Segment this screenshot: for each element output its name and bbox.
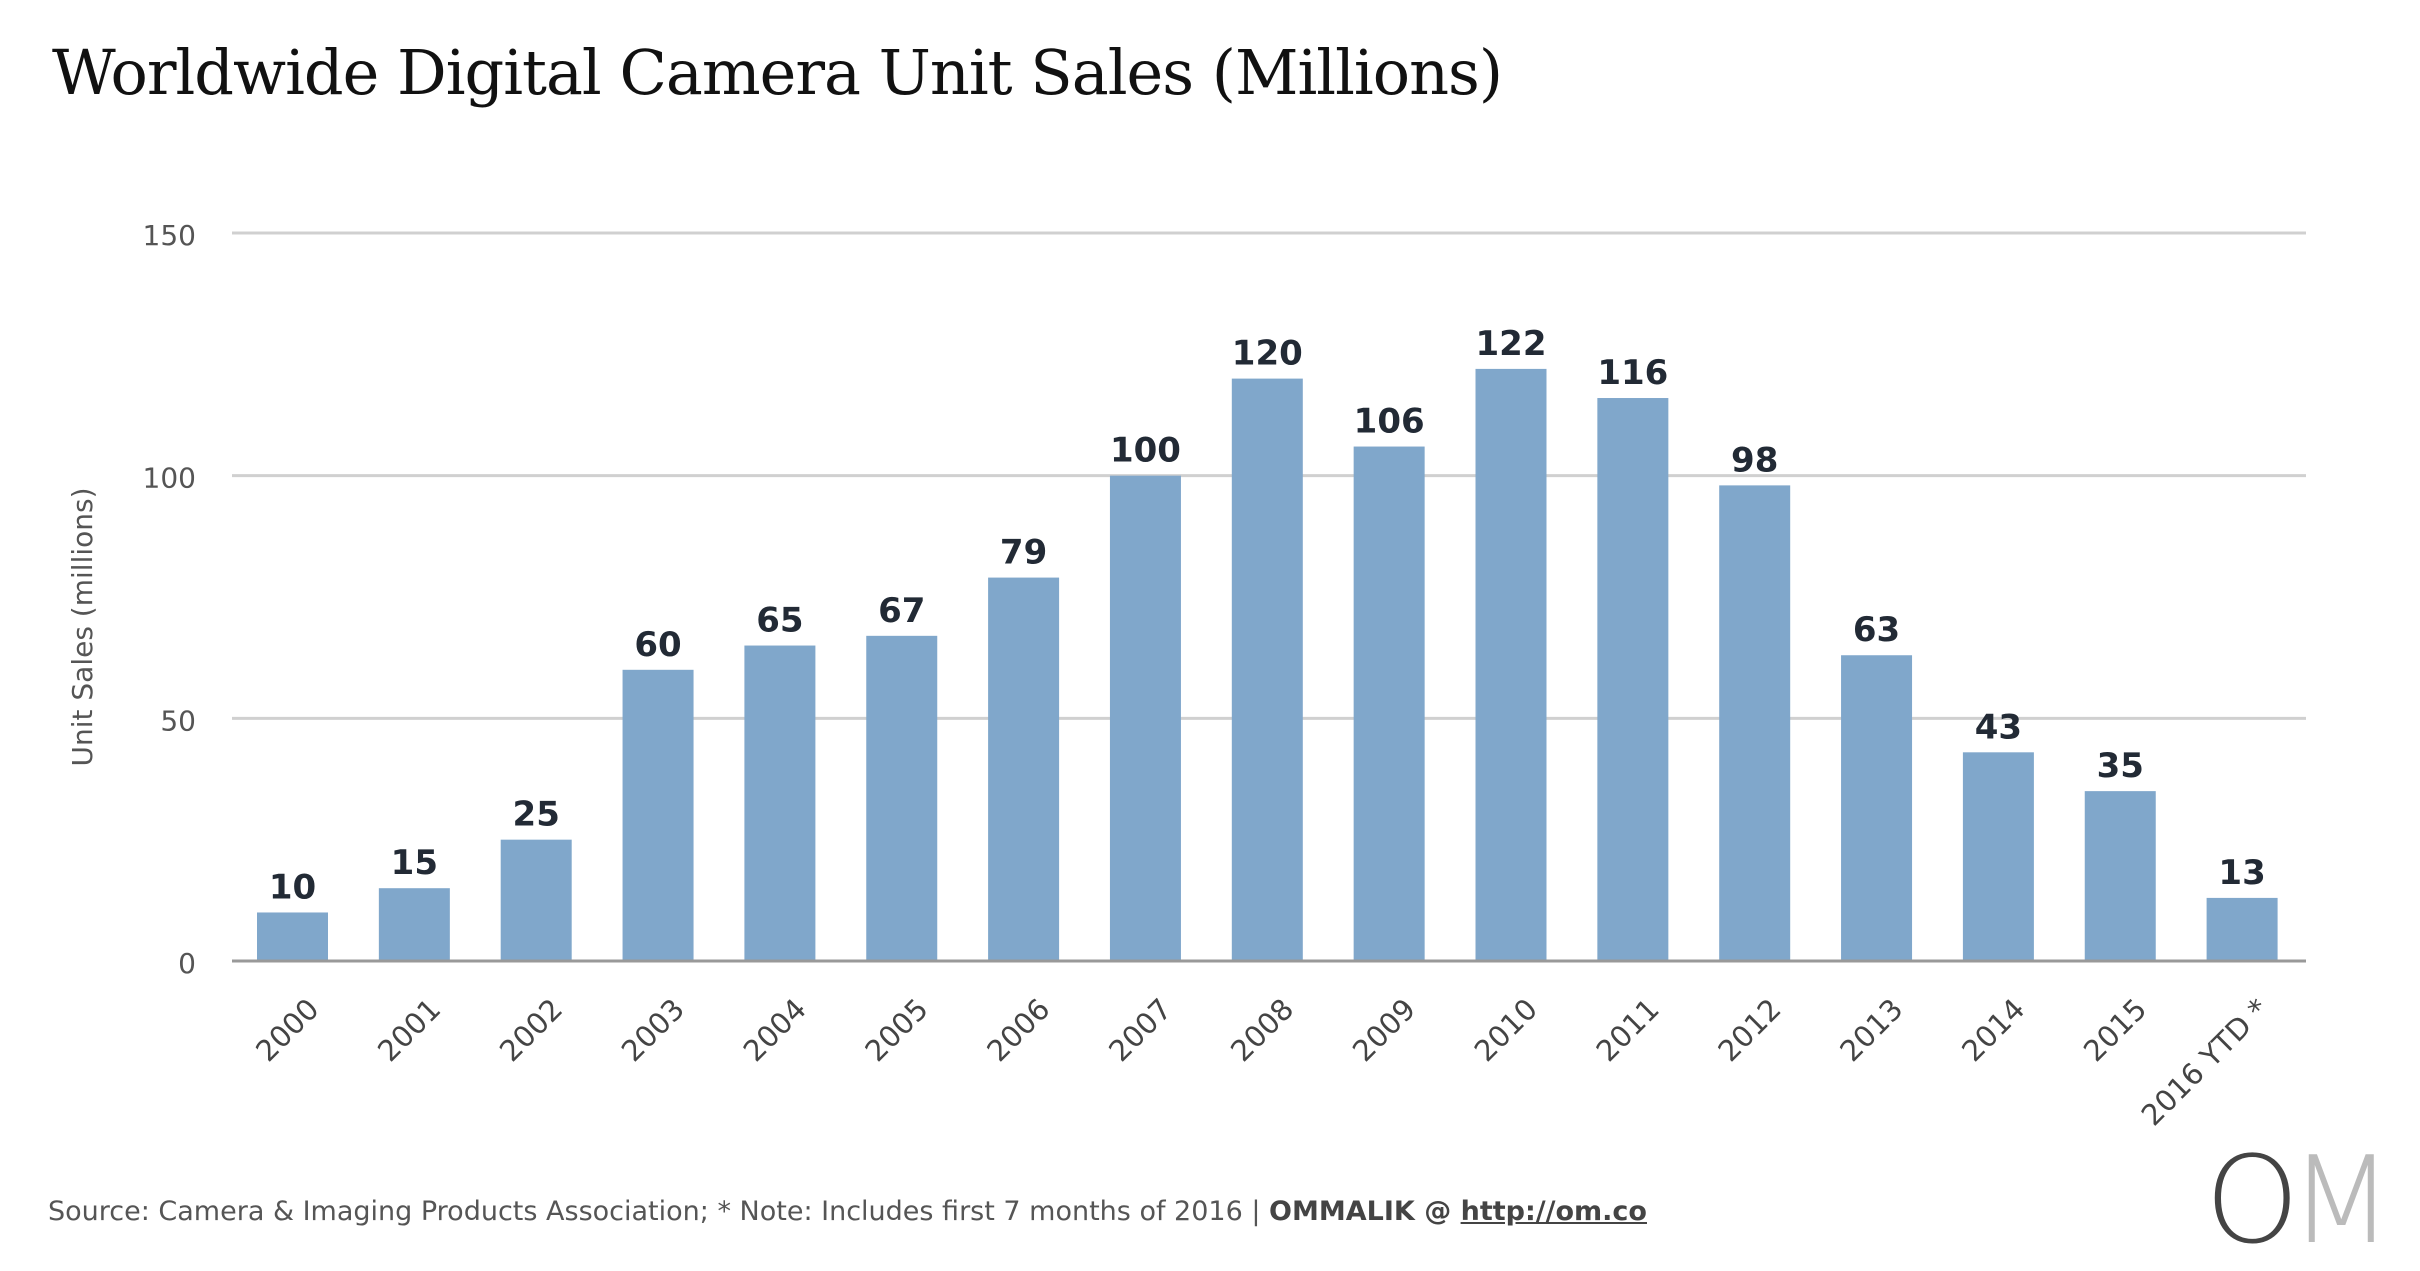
bar [622, 669, 694, 961]
x-tick-label: 2014 [1955, 992, 2031, 1068]
x-tick-label: 2016 YTD * [2135, 992, 2275, 1132]
source-footer: Source: Camera & Imaging Products Associ… [48, 1196, 1647, 1227]
y-axis-label: Unit Sales (millions) [66, 487, 99, 766]
bar [866, 635, 938, 961]
data-label: 100 [1110, 431, 1181, 471]
x-tick-label: 2006 [980, 992, 1056, 1068]
data-label: 43 [1975, 707, 2022, 747]
bar [1597, 398, 1669, 962]
bar [1719, 485, 1791, 961]
y-tick-label: 100 [143, 462, 196, 495]
data-label: 13 [2218, 853, 2265, 893]
data-label: 35 [2097, 746, 2144, 786]
data-label: 25 [513, 795, 560, 835]
x-tick-label: 2015 [2077, 992, 2153, 1068]
x-tick-label: 2010 [1468, 992, 1544, 1068]
x-tick-label: 2008 [1224, 992, 1300, 1068]
data-label: 10 [269, 867, 316, 907]
bar [1231, 378, 1303, 962]
brand-name: OMMALIK @ [1269, 1196, 1461, 1227]
bar [2206, 897, 2278, 961]
bar [1353, 446, 1425, 962]
x-tick-label: 2007 [1102, 992, 1178, 1068]
site-link[interactable]: http://om.co [1460, 1196, 1647, 1227]
x-tick-label: 2011 [1590, 992, 1666, 1068]
x-tick-label: 2013 [1833, 992, 1909, 1068]
y-tick-label: 0 [178, 947, 196, 980]
bar [1475, 368, 1547, 962]
data-label: 65 [756, 601, 803, 641]
source-note: Source: Camera & Imaging Products Associ… [48, 1196, 1270, 1227]
bar [1109, 475, 1181, 961]
data-label: 116 [1597, 353, 1668, 393]
x-tick-label: 2000 [249, 992, 325, 1068]
data-label: 106 [1354, 402, 1425, 442]
bar [1841, 655, 1913, 961]
bar [2084, 791, 2156, 961]
bar [744, 645, 816, 961]
data-label: 60 [634, 625, 681, 665]
x-tick-label: 2009 [1346, 992, 1422, 1068]
x-tick-label: 2012 [1711, 992, 1787, 1068]
chart-title: Worldwide Digital Camera Unit Sales (Mil… [52, 36, 1503, 109]
bar [257, 912, 328, 961]
y-tick-label: 50 [160, 704, 196, 737]
data-label: 98 [1731, 440, 1778, 480]
bar [500, 839, 572, 961]
om-logo: OM [2205, 1132, 2393, 1271]
x-tick-label: 2003 [615, 992, 691, 1068]
x-tick-label: 2005 [858, 992, 934, 1068]
x-tick-label: 2004 [737, 992, 813, 1068]
bar [988, 577, 1060, 961]
data-label: 120 [1232, 334, 1303, 374]
data-label: 79 [1000, 533, 1047, 573]
x-tick-label: 2001 [371, 992, 447, 1068]
data-label: 63 [1853, 610, 1900, 650]
x-tick-label: 2002 [493, 992, 569, 1068]
bar [1962, 752, 2034, 961]
bar [378, 888, 450, 961]
data-label: 15 [391, 843, 438, 883]
data-label: 122 [1476, 324, 1547, 364]
y-tick-label: 150 [143, 219, 196, 252]
data-label: 67 [878, 591, 925, 631]
